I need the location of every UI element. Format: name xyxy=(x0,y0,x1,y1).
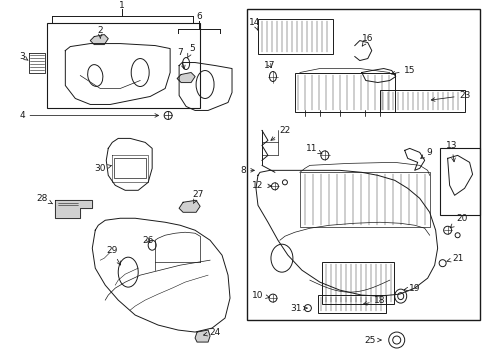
Bar xyxy=(317,295,385,313)
Text: 10: 10 xyxy=(252,291,269,300)
Text: 20: 20 xyxy=(449,214,467,228)
Text: 4: 4 xyxy=(20,111,158,120)
Text: 24: 24 xyxy=(203,328,220,337)
Bar xyxy=(299,172,429,227)
Polygon shape xyxy=(195,330,210,342)
Text: 18: 18 xyxy=(363,296,385,305)
Polygon shape xyxy=(177,72,195,82)
Text: 16: 16 xyxy=(361,34,373,46)
Bar xyxy=(379,90,464,112)
Text: 2: 2 xyxy=(97,26,103,38)
Text: 3: 3 xyxy=(20,52,28,61)
Text: 14: 14 xyxy=(249,18,260,30)
Bar xyxy=(114,158,146,178)
Text: 17: 17 xyxy=(264,61,275,70)
Text: 9: 9 xyxy=(420,148,432,158)
Text: 30: 30 xyxy=(94,164,111,173)
Text: 23: 23 xyxy=(430,91,469,101)
Bar xyxy=(321,262,393,304)
Polygon shape xyxy=(179,200,200,212)
Text: 15: 15 xyxy=(390,66,415,75)
Text: 28: 28 xyxy=(37,194,53,204)
Text: 22: 22 xyxy=(270,126,290,140)
Text: 1: 1 xyxy=(119,1,125,10)
Text: 12: 12 xyxy=(252,181,271,190)
Text: 21: 21 xyxy=(446,254,462,263)
Text: 19: 19 xyxy=(403,284,420,293)
Text: 8: 8 xyxy=(240,166,254,175)
Bar xyxy=(294,72,394,112)
Bar xyxy=(258,19,332,54)
Polygon shape xyxy=(55,200,92,218)
Bar xyxy=(439,148,479,215)
Bar xyxy=(47,23,200,108)
Text: 29: 29 xyxy=(106,246,120,265)
Text: 5: 5 xyxy=(187,44,195,58)
Text: 6: 6 xyxy=(196,12,202,21)
Polygon shape xyxy=(90,35,108,45)
Text: 26: 26 xyxy=(142,236,154,245)
Bar xyxy=(246,9,479,320)
Text: 31: 31 xyxy=(289,303,306,312)
Text: 27: 27 xyxy=(192,190,203,203)
Text: 7: 7 xyxy=(177,48,185,69)
Text: 25: 25 xyxy=(364,336,380,345)
Text: 13: 13 xyxy=(445,141,456,162)
Text: 11: 11 xyxy=(305,144,322,154)
